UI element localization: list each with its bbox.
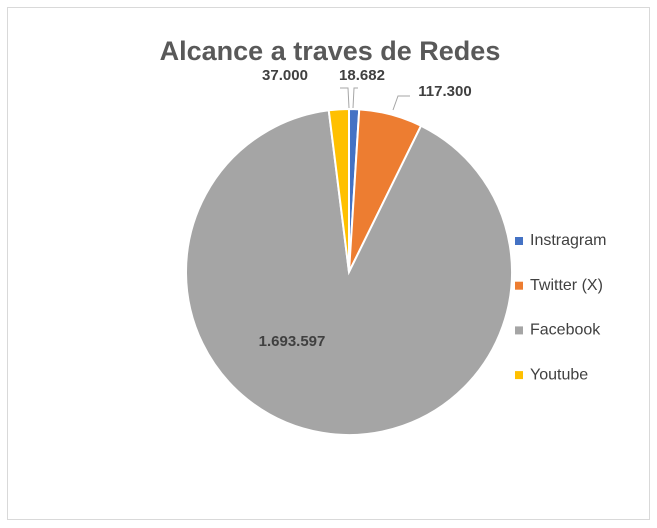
value-label: 18.682 [339,67,385,84]
value-label: 37.000 [262,67,308,84]
value-label: 117.300 [418,83,471,100]
pie-slice [185,109,513,436]
legend-swatch [515,326,523,335]
chart-title: Alcance a traves de Redes [160,36,501,66]
legend-swatch [515,281,523,290]
legend-label: Twitter (X) [530,277,603,294]
leader-line [340,87,350,109]
leader-line [352,87,358,109]
leader-line [392,95,410,111]
legend-swatch [515,237,523,245]
legend-label: Youtube [530,366,588,383]
legend-swatch [515,371,523,380]
legend-label: Instragram [530,232,606,249]
legend-label: Facebook [530,322,601,339]
value-label: 1.693.597 [259,333,326,350]
pie-slice [327,107,350,273]
